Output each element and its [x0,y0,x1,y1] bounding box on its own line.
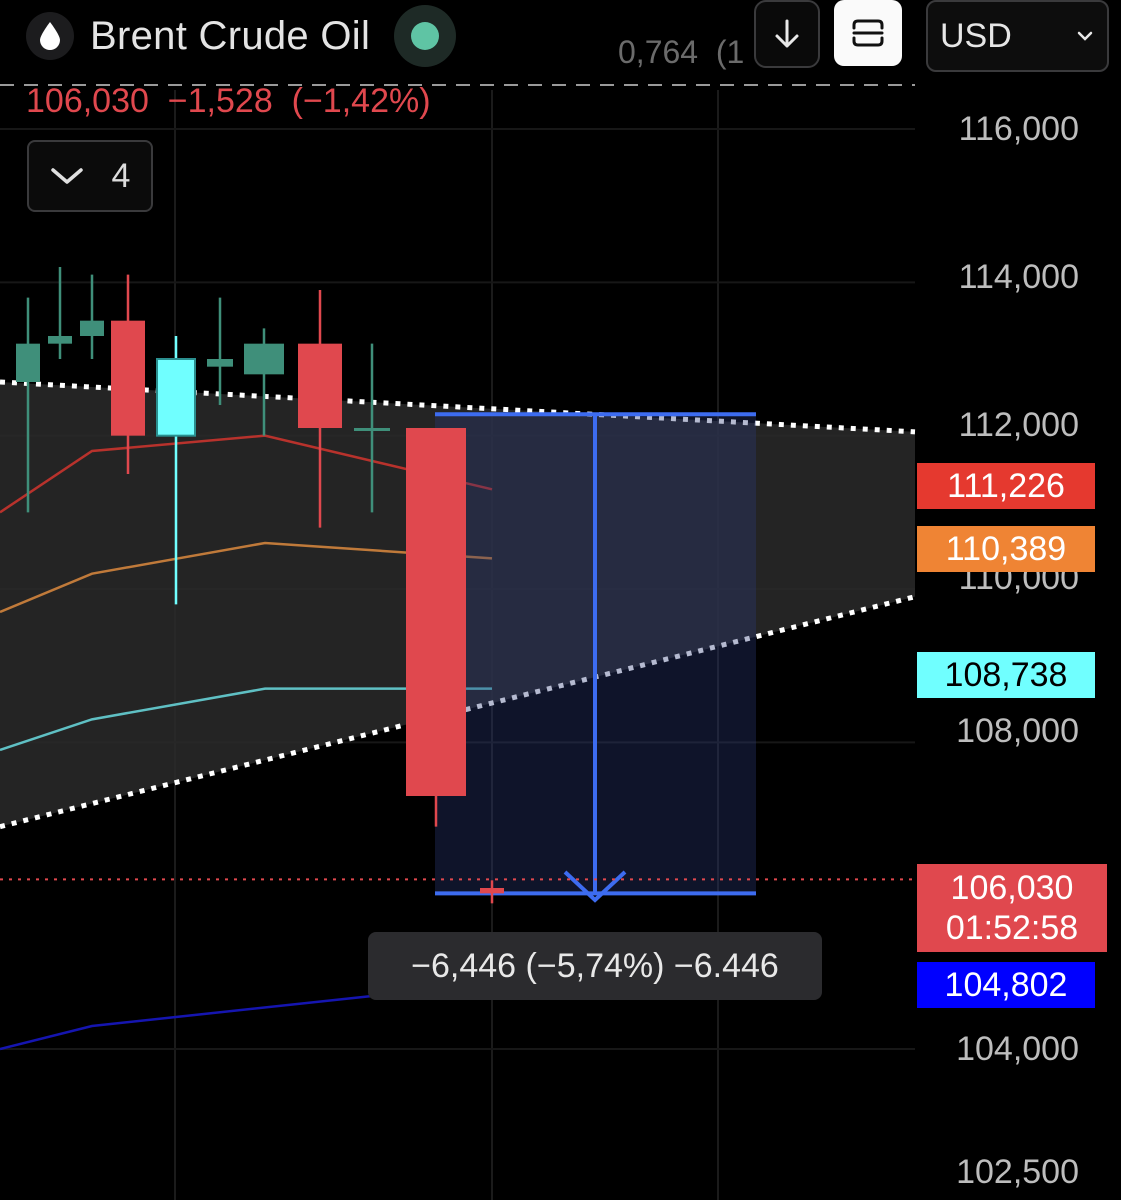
price-tick: 114,000 [958,258,1079,296]
price-tick: 104,000 [956,1030,1079,1068]
currency-value: USD [940,16,1012,55]
channel-upper-line [0,379,916,435]
countdown-timer: 01:52:58 [945,909,1079,947]
ma-price-label-red: 111,226 [917,463,1095,509]
chevron-down-icon [1077,31,1093,41]
measure-readout: −6,446 (−5,74%) −6.446 [368,932,822,1000]
currency-select[interactable]: USD [926,0,1109,72]
moving-averages [0,434,493,1051]
arrow-down-icon [775,19,799,48]
candle-body [111,320,145,436]
price-quote: 106,030 −1,528 (−1,42%) [26,82,431,120]
instrument-title: Brent Crude Oil [90,13,371,58]
price-tick: 108,000 [956,712,1079,750]
indicator-toggle-button[interactable]: 4 [27,140,153,212]
measure-tool [0,412,915,903]
candle-body [244,343,284,375]
download-button[interactable] [754,0,820,68]
candle-body [406,428,466,796]
oil-drop-icon [26,12,74,60]
ma-price-label-orange: 110,389 [917,526,1095,572]
measure-arrow-head [563,870,627,903]
candle-body [48,336,72,344]
candle-body [80,320,104,336]
instrument-header[interactable]: Brent Crude Oil [26,5,457,67]
candle-body [156,358,196,437]
change-readout-faded: 0,764 (1 6 [618,34,807,70]
last-price-value: 106,030 [950,869,1074,907]
candle-body [16,343,40,382]
ma-line-cyan [0,687,492,752]
ma-price-label-cyan: 108,738 [917,652,1095,698]
price-tick: 112,000 [958,406,1079,444]
candle-body [354,428,390,431]
price-tick: 102,500 [956,1153,1079,1191]
last-price-label: 106,030 01:52:58 [917,864,1107,952]
ma-line-blue [0,994,379,1051]
candle-body [480,888,504,894]
ma-line-orange [0,541,493,614]
candle-body [298,343,342,428]
market-status-dot-icon [394,5,457,67]
chevron-down-icon [50,168,83,184]
ma-line-red [0,434,493,514]
candle-body [207,359,233,367]
fullscreen-button[interactable] [834,0,902,66]
ma-price-label-blue: 104,802 [917,962,1095,1008]
frame-icon [852,19,884,47]
candles [16,267,504,904]
indicator-count: 4 [111,156,131,195]
price-tick: 116,000 [958,110,1079,148]
